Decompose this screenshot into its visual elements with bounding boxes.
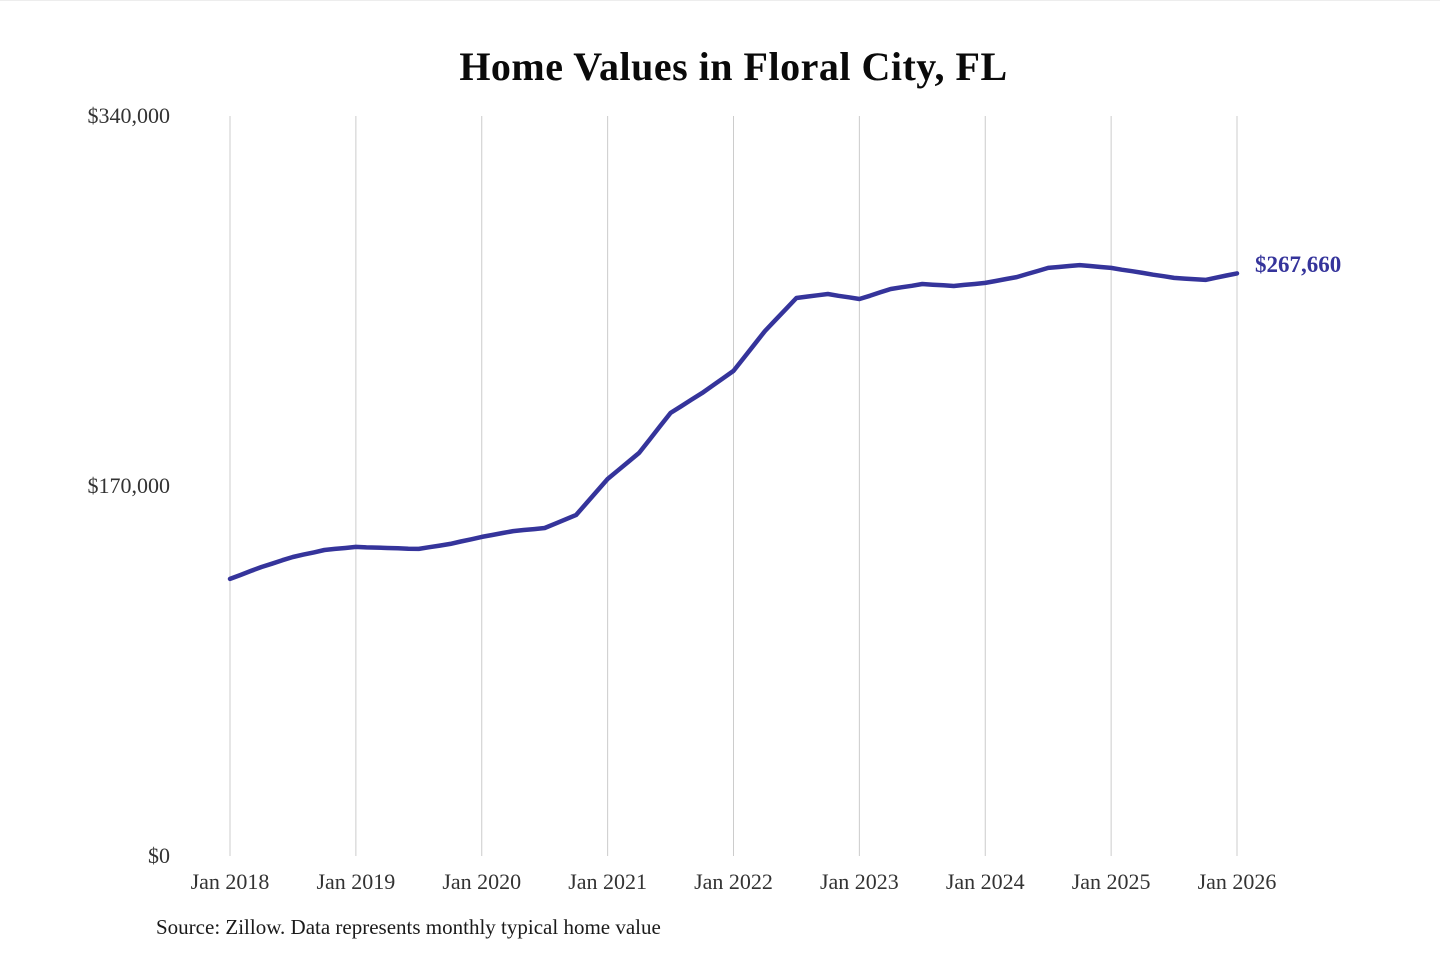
y-axis-tick-label: $170,000	[87, 473, 171, 498]
x-axis-tick-label: Jan 2023	[819, 869, 899, 894]
x-axis-tick-label: Jan 2021	[568, 869, 648, 894]
source-note: Source: Zillow. Data represents monthly …	[156, 915, 661, 939]
x-axis-tick-label: Jan 2020	[442, 869, 522, 894]
x-axis-tick-label: Jan 2026	[1197, 869, 1277, 894]
gridlines-group	[229, 116, 1238, 856]
y-axis-tick-label: $0	[148, 843, 170, 868]
y-axis-tick-label: $340,000	[87, 103, 171, 128]
x-axis-tick-label: Jan 2018	[190, 869, 270, 894]
x-axis-tick-label: Jan 2025	[1071, 869, 1151, 894]
chart-title: Home Values in Floral City, FL	[459, 44, 1008, 89]
current-value-label: $267,660	[1255, 252, 1342, 278]
home-values-line	[227, 262, 1240, 582]
x-axis-tick-label: Jan 2024	[945, 869, 1025, 894]
x-axis-tick-label: Jan 2022	[694, 869, 773, 894]
x-axis-tick-label: Jan 2019	[316, 869, 396, 894]
